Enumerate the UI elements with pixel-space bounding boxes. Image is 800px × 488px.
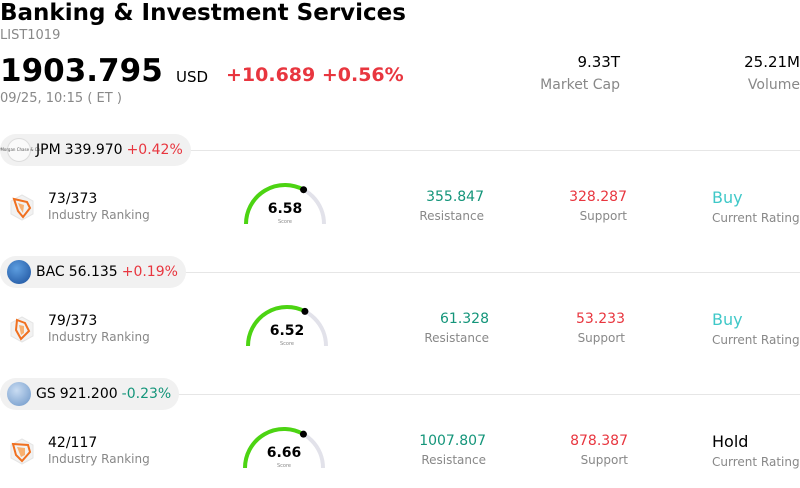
divider [0,272,800,273]
list-id: LIST1019 [0,28,61,43]
currency-label: USD [176,68,209,86]
resistance-value: 61.328 [440,311,489,327]
resistance-value: 355.847 [426,189,484,205]
score-value: 6.58 [267,201,303,217]
support-value: 328.287 [569,189,627,205]
score-label: Score [277,219,292,225]
divider [0,394,800,395]
divider [0,150,800,151]
stock-pill-jpm[interactable]: JPMorgan Chase & Co. JPM 339.970 +0.42% [0,134,191,166]
rating-label: Current Rating [712,333,800,347]
page-title: Banking & Investment Services [0,0,406,26]
score-value: 6.52 [269,323,305,339]
timestamp: 09/25, 10:15 ( ET ) [0,91,122,106]
resistance-label: Resistance [421,453,486,467]
jpm-logo-icon: JPMorgan Chase & Co. [0,138,41,162]
stock-symbol: BAC [36,264,65,280]
resistance-label: Resistance [424,331,489,345]
stock-change: +0.42% [126,142,183,158]
score-label: Score [279,341,294,347]
score-value: 6.66 [266,445,302,461]
industry-rank-value: 73/373 [48,191,98,207]
volume-label: Volume [747,77,800,93]
support-value: 878.387 [570,433,628,449]
stock-pill-gs[interactable]: GS 921.200 -0.23% [0,378,180,410]
score-gauge-fill [246,305,306,347]
ranking-shield-icon [10,194,34,221]
support-label: Support [579,209,627,223]
score-gauge-marker [301,307,309,315]
stock-price: 56.135 [68,264,118,280]
stock-symbol: JPM [36,142,61,158]
score-gauge-fill [244,183,305,225]
stock-pill-bac[interactable]: BAC 56.135 +0.19% [0,256,186,288]
score-gauge-marker [299,430,307,438]
stock-change: -0.23% [121,386,172,402]
industry-rank-value: 79/373 [48,313,98,329]
resistance-value: 1007.807 [419,433,486,449]
bac-logo-icon [7,260,31,284]
rating-value: Buy [712,310,743,329]
industry-rank-label: Industry Ranking [48,330,150,344]
stock-price: 921.200 [59,386,118,402]
market-cap-stat: 9.33T Market Cap [540,53,620,93]
score-gauge-fill [243,426,305,469]
stock-symbol: GS [36,386,56,402]
support-label: Support [580,453,628,467]
market-cap-label: Market Cap [540,77,620,93]
resistance-label: Resistance [419,209,484,223]
score-label: Score [276,463,291,469]
stock-price: 339.970 [64,142,123,158]
industry-rank-value: 42/117 [48,435,98,451]
support-value: 53.233 [576,311,625,327]
index-change: +10.689 +0.56% [226,64,404,86]
score-gauge [246,305,328,347]
index-price: 1903.795 [0,53,163,89]
ranking-shield-icon [10,438,34,465]
score-gauge [244,183,326,225]
rating-label: Current Rating [712,455,800,469]
support-label: Support [577,331,625,345]
industry-rank-label: Industry Ranking [48,452,150,466]
market-cap-value: 9.33T [577,53,620,71]
industry-rank-label: Industry Ranking [48,208,150,222]
ranking-shield-icon [10,316,34,343]
volume-value: 25.21M [744,53,800,71]
score-gauge-marker [300,186,308,194]
rating-value: Hold [712,432,749,451]
score-gauge [243,426,325,469]
rating-label: Current Rating [712,211,800,225]
volume-stat: 25.21M Volume [744,53,800,93]
gs-logo-icon [7,382,31,406]
stock-change: +0.19% [121,264,178,280]
rating-value: Buy [712,188,743,207]
